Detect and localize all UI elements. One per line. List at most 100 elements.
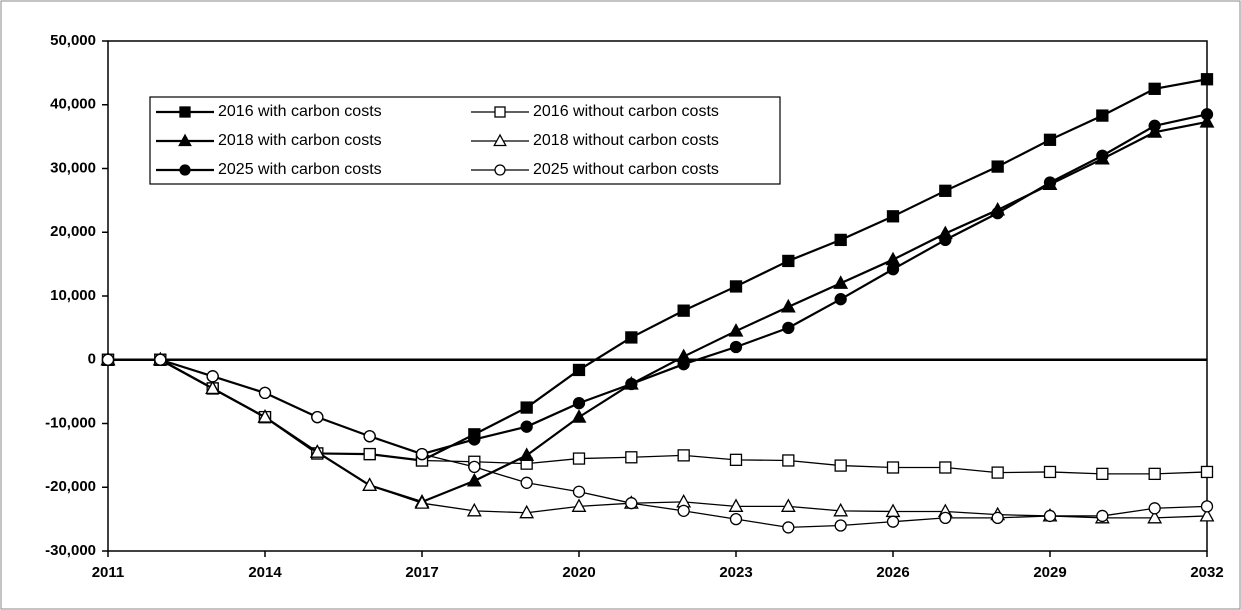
marker (1096, 149, 1109, 162)
y-tick-label: 30,000 (50, 159, 96, 176)
y-tick-label: 10,000 (50, 287, 96, 304)
marker (179, 164, 191, 176)
marker (572, 452, 586, 465)
marker (833, 275, 849, 289)
marker (101, 353, 115, 366)
marker (782, 521, 795, 534)
marker (939, 461, 952, 474)
marker (1043, 465, 1057, 479)
marker (468, 433, 481, 446)
marker (677, 358, 690, 371)
marker (1200, 465, 1214, 479)
marker (363, 447, 376, 461)
marker (571, 409, 587, 423)
legend-label: 2016 with carbon costs (218, 103, 382, 120)
marker (729, 280, 743, 293)
marker (782, 454, 795, 467)
marker (414, 495, 430, 509)
marker (309, 444, 325, 458)
marker (886, 461, 900, 474)
marker (466, 472, 482, 487)
marker (519, 504, 535, 519)
marker (782, 321, 795, 335)
marker (520, 420, 533, 433)
marker (625, 451, 638, 464)
marker (258, 386, 272, 400)
marker (677, 504, 690, 517)
marker (572, 363, 586, 377)
series-line (108, 359, 1208, 529)
marker (885, 251, 901, 266)
x-tick-label: 2026 (876, 564, 909, 581)
marker (179, 106, 191, 118)
legend-label: 2018 without carbon costs (533, 132, 719, 149)
y-tick-label: -10,000 (45, 414, 96, 431)
y-tick-label: -20,000 (45, 478, 96, 495)
marker (885, 503, 901, 518)
legend-label: 2025 without carbon costs (533, 161, 719, 178)
marker (780, 498, 796, 512)
y-tick-label: -30,000 (45, 542, 96, 559)
marker (520, 401, 533, 414)
marker (991, 466, 1004, 479)
legend-label: 2025 with carbon costs (218, 161, 382, 178)
x-tick-label: 2023 (719, 564, 752, 581)
marker (1043, 509, 1057, 523)
marker (625, 377, 638, 391)
marker (834, 519, 847, 532)
x-tick-label: 2011 (92, 564, 125, 581)
series (101, 353, 1214, 534)
legend-label: 2016 without carbon costs (533, 103, 719, 120)
marker (572, 396, 586, 410)
marker (833, 502, 849, 517)
marker (1148, 82, 1161, 95)
marker (625, 497, 638, 510)
marker (1096, 509, 1109, 523)
y-tick-label: 0 (88, 351, 96, 368)
marker (415, 447, 429, 461)
marker (468, 460, 481, 474)
marker (729, 340, 743, 354)
marker (886, 263, 900, 276)
x-tick-label: 2029 (1033, 564, 1066, 581)
y-tick-label: 20,000 (50, 223, 96, 240)
legend: 2016 with carbon costs 2016 without carbo… (149, 96, 781, 185)
marker (939, 184, 952, 197)
marker (728, 323, 744, 337)
marker (1096, 467, 1109, 481)
x-tick-label: 2014 (248, 564, 282, 581)
marker (886, 210, 900, 223)
x-tick-label: 2017 (405, 564, 438, 581)
marker (991, 511, 1004, 524)
marker (1199, 114, 1215, 128)
x-tick-label: 2032 (1190, 564, 1223, 581)
marker (729, 512, 743, 526)
marker (677, 449, 690, 462)
marker (178, 133, 192, 147)
marker (1148, 119, 1161, 132)
marker (939, 233, 952, 247)
marker (834, 459, 847, 472)
marker (571, 498, 587, 512)
marker (991, 160, 1004, 173)
marker (991, 206, 1004, 220)
marker (886, 515, 900, 528)
marker (728, 498, 744, 512)
marker (834, 233, 847, 247)
marker (1148, 502, 1161, 515)
marker (205, 380, 221, 395)
marker (834, 293, 847, 306)
marker (311, 410, 324, 424)
series (100, 351, 1215, 524)
series-line (108, 359, 1208, 475)
marker (1043, 133, 1057, 146)
marker (939, 511, 952, 524)
marker (494, 164, 506, 176)
series-line (108, 359, 1208, 519)
marker (780, 298, 796, 313)
marker (1200, 73, 1214, 86)
y-tick-label: 40,000 (50, 96, 96, 113)
marker (1200, 500, 1214, 513)
